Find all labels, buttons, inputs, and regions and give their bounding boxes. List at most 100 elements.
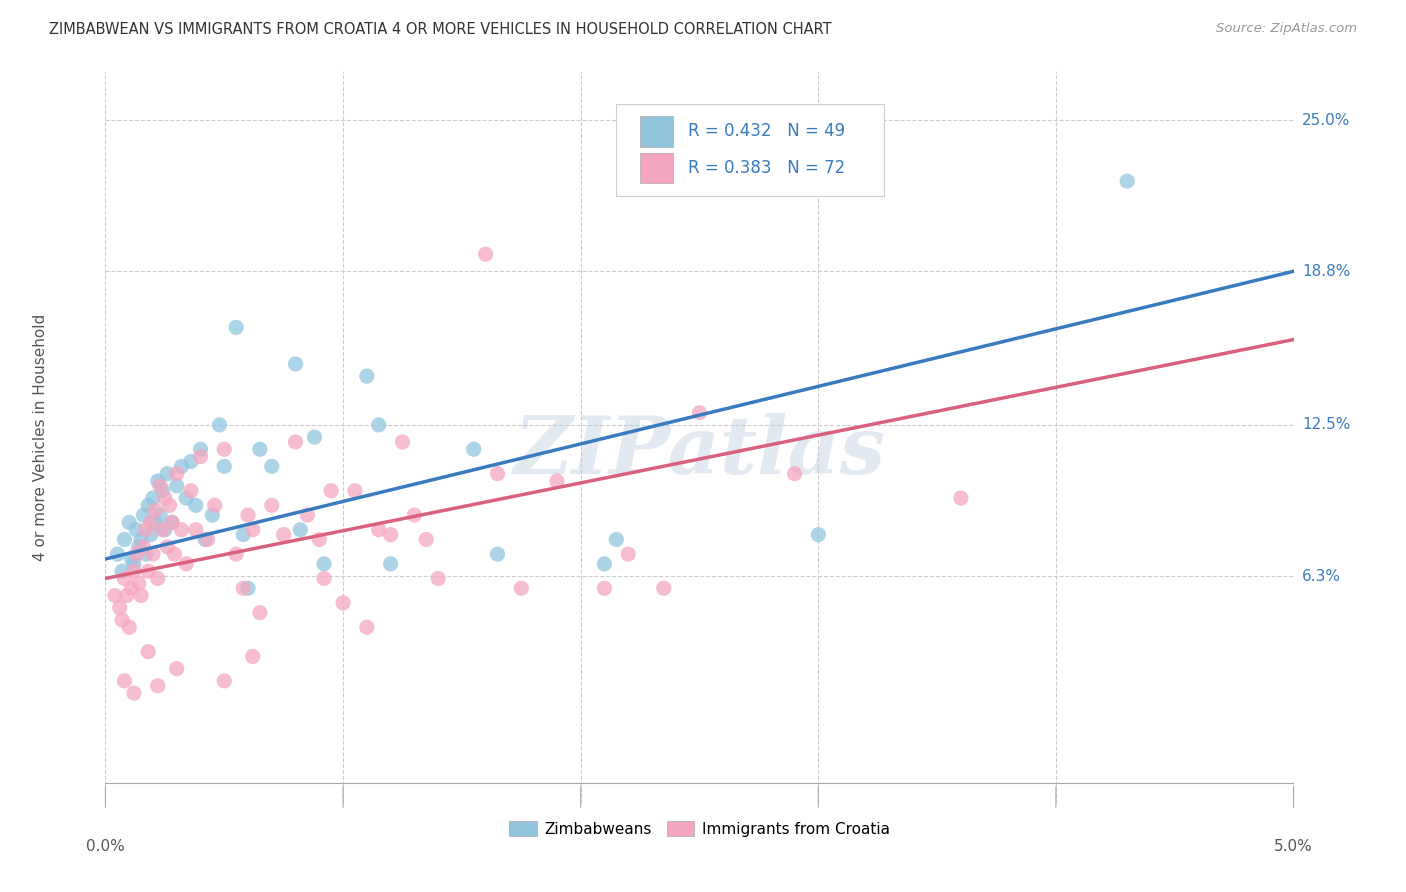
- Point: [153, 523, 176, 537]
- Point: [125, 523, 148, 537]
- Text: 18.8%: 18.8%: [1302, 264, 1350, 279]
- Point: [118, 620, 141, 634]
- Text: 12.5%: 12.5%: [1302, 417, 1350, 433]
- Text: 0.0%: 0.0%: [86, 839, 125, 855]
- Point: [152, 523, 174, 537]
- Point: [143, 503, 166, 517]
- Point: [121, 581, 143, 595]
- Point: [108, 600, 131, 615]
- Point: [146, 572, 169, 586]
- Point: [593, 557, 616, 571]
- Text: ZIMBABWEAN VS IMMIGRANTS FROM CROATIA 4 OR MORE VEHICLES IN HOUSEHOLD CORRELATIO: ZIMBABWEAN VS IMMIGRANTS FROM CROATIA 4 …: [49, 22, 832, 37]
- Point: [232, 527, 254, 541]
- Point: [273, 527, 295, 541]
- Point: [115, 589, 138, 603]
- Point: [190, 442, 212, 457]
- Point: [139, 516, 162, 530]
- Point: [214, 442, 236, 457]
- Point: [404, 508, 426, 522]
- Point: [160, 516, 183, 530]
- Point: [236, 508, 259, 522]
- Point: [312, 572, 335, 586]
- Point: [689, 406, 711, 420]
- Point: [807, 527, 830, 541]
- Point: [546, 474, 568, 488]
- Text: 5.0%: 5.0%: [1274, 839, 1313, 855]
- Point: [367, 523, 389, 537]
- FancyBboxPatch shape: [616, 104, 883, 195]
- Point: [125, 547, 148, 561]
- Point: [114, 673, 136, 688]
- Point: [463, 442, 485, 457]
- Point: [122, 557, 145, 571]
- Point: [356, 620, 378, 634]
- Point: [129, 589, 152, 603]
- Point: [136, 564, 159, 578]
- Point: [159, 499, 181, 513]
- Point: [290, 523, 312, 537]
- Point: [180, 483, 202, 498]
- Point: [380, 557, 402, 571]
- Point: [284, 357, 307, 371]
- Point: [190, 450, 212, 464]
- Legend: Zimbabweans, Immigrants from Croatia: Zimbabweans, Immigrants from Croatia: [503, 815, 896, 843]
- Point: [180, 454, 202, 468]
- Point: [128, 576, 150, 591]
- Point: [135, 523, 157, 537]
- Text: R = 0.432   N = 49: R = 0.432 N = 49: [688, 122, 845, 140]
- Point: [949, 491, 972, 505]
- Text: 6.3%: 6.3%: [1302, 568, 1341, 583]
- Point: [249, 442, 271, 457]
- Point: [174, 491, 197, 505]
- Point: [308, 533, 330, 547]
- Point: [136, 499, 159, 513]
- Text: 25.0%: 25.0%: [1302, 112, 1350, 128]
- Point: [415, 533, 437, 547]
- Point: [149, 508, 172, 522]
- Point: [153, 491, 176, 505]
- Point: [114, 533, 136, 547]
- Point: [142, 491, 165, 505]
- Point: [166, 467, 188, 481]
- Point: [427, 572, 450, 586]
- Point: [236, 581, 259, 595]
- Point: [104, 589, 127, 603]
- Point: [135, 547, 157, 561]
- Point: [486, 467, 509, 481]
- Point: [132, 540, 155, 554]
- Point: [605, 533, 627, 547]
- Point: [1116, 174, 1139, 188]
- Point: [170, 523, 193, 537]
- Point: [156, 467, 179, 481]
- Point: [149, 479, 172, 493]
- Point: [184, 499, 207, 513]
- Point: [111, 613, 134, 627]
- Point: [197, 533, 219, 547]
- Text: 4 or more Vehicles in Household: 4 or more Vehicles in Household: [32, 313, 48, 561]
- Point: [152, 483, 174, 498]
- Point: [214, 459, 236, 474]
- Point: [114, 572, 136, 586]
- Point: [146, 474, 169, 488]
- Point: [122, 564, 145, 578]
- Point: [380, 527, 402, 541]
- Point: [260, 459, 283, 474]
- Point: [617, 547, 640, 561]
- Point: [201, 508, 224, 522]
- Point: [170, 459, 193, 474]
- Point: [312, 557, 335, 571]
- Point: [136, 645, 159, 659]
- Point: [139, 527, 162, 541]
- Point: [128, 540, 150, 554]
- Text: Source: ZipAtlas.com: Source: ZipAtlas.com: [1216, 22, 1357, 36]
- Point: [214, 673, 236, 688]
- Point: [160, 516, 183, 530]
- Point: [783, 467, 806, 481]
- Point: [593, 581, 616, 595]
- Point: [297, 508, 319, 522]
- Point: [105, 547, 128, 561]
- Point: [225, 547, 247, 561]
- Point: [132, 508, 155, 522]
- Point: [260, 499, 283, 513]
- Point: [652, 581, 675, 595]
